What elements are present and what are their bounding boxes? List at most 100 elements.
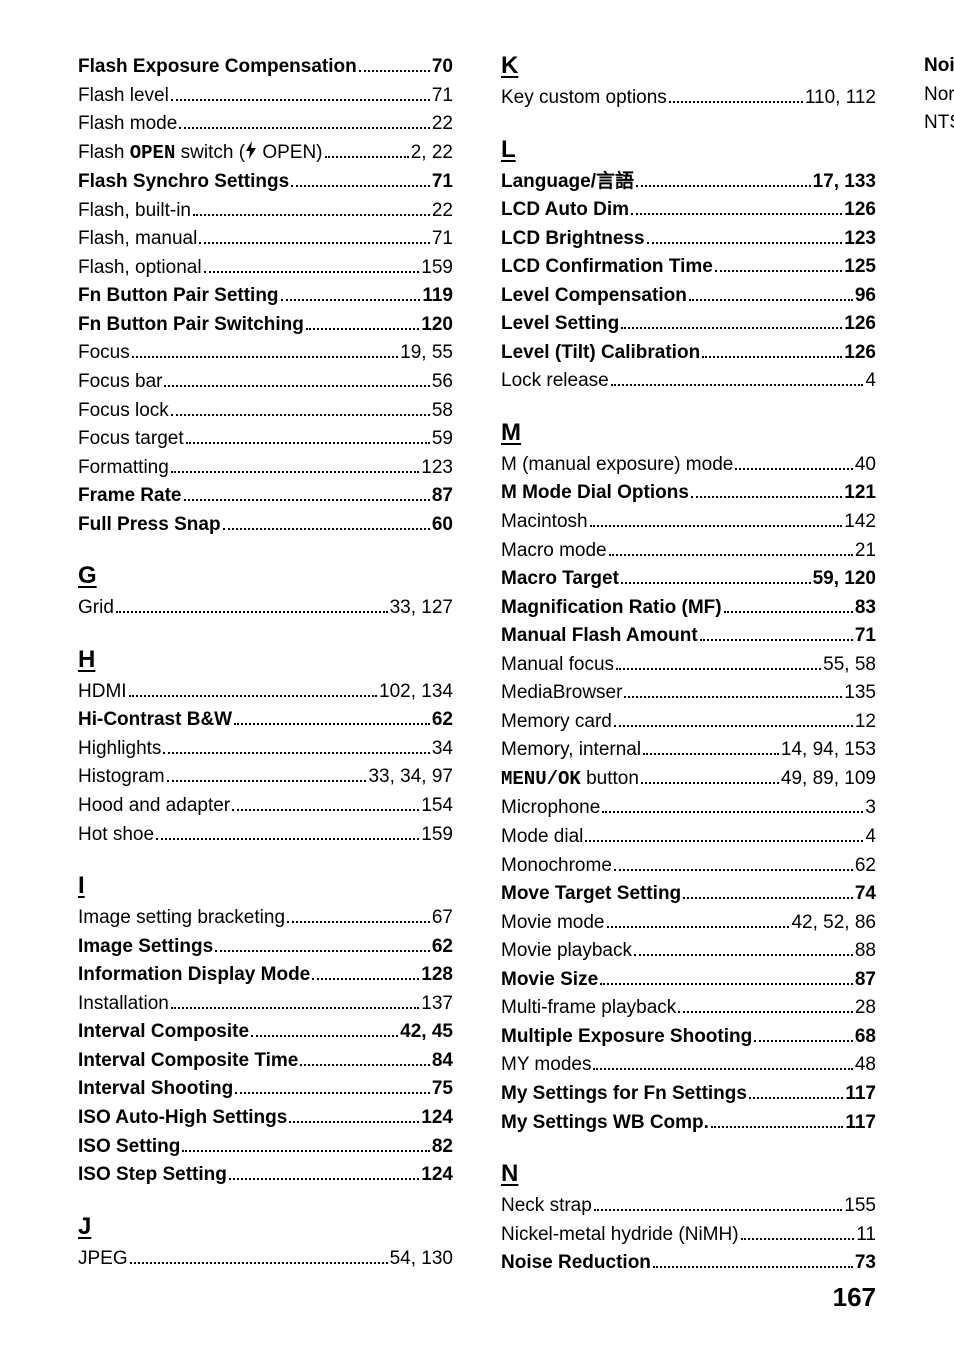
index-pages: 120 [421, 311, 453, 339]
leader-dots [171, 470, 419, 473]
index-pages: 117 [845, 1109, 876, 1137]
index-pages: 54, 130 [390, 1245, 453, 1273]
leader-dots [164, 384, 429, 387]
index-pages: 67 [432, 904, 453, 932]
leader-dots [691, 495, 842, 498]
leader-dots [193, 213, 430, 216]
index-row: Formatting123 [78, 454, 453, 482]
index-pages: 159 [421, 254, 453, 282]
index-row: Manual Flash Amount71 [501, 622, 876, 650]
index-pages: 59 [432, 425, 453, 453]
index-label: Flash level [78, 82, 169, 110]
index-row: Frame Rate87 [78, 482, 453, 510]
index-row: Full Press Snap60 [78, 511, 453, 539]
index-row: Neck strap155 [501, 1192, 876, 1220]
index-label: Noise Reduction [501, 1249, 651, 1277]
index-row: Grid33, 127 [78, 594, 453, 622]
index-pages: 125 [844, 253, 876, 281]
index-row: M Mode Dial Options121 [501, 479, 876, 507]
leader-dots [636, 184, 811, 187]
index-row: MediaBrowser135 [501, 679, 876, 707]
index-label: Focus [78, 339, 130, 367]
index-row: Highlights34 [78, 735, 453, 763]
index-label: Hi-Contrast B&W [78, 706, 232, 734]
index-pages: 33, 127 [390, 594, 453, 622]
leader-dots [359, 69, 430, 72]
index-label: Flash OPEN switch ( OPEN) [78, 139, 323, 168]
leader-dots [607, 925, 790, 928]
index-label: ISO Setting [78, 1133, 180, 1161]
index-page: Flash Exposure Compensation70Flash level… [0, 0, 954, 1345]
leader-dots [163, 751, 429, 754]
section-heading-g: G [78, 562, 453, 590]
index-label: Hood and adapter [78, 792, 230, 820]
index-label: Flash, optional [78, 254, 202, 282]
index-row: Focus target59 [78, 425, 453, 453]
index-row: Flash mode 22 [78, 110, 453, 138]
index-row: Move Target Setting74 [501, 880, 876, 908]
leader-dots [609, 553, 853, 556]
leader-dots [186, 441, 430, 444]
section-heading-m: M [501, 419, 876, 447]
index-label: Multi-frame playback [501, 994, 676, 1022]
index-row: MY modes48 [501, 1051, 876, 1079]
index-row: Multiple Exposure Shooting68 [501, 1023, 876, 1051]
index-row: ISO Auto-High Settings124 [78, 1104, 453, 1132]
index-label: LCD Brightness [501, 225, 645, 253]
leader-dots [251, 1034, 398, 1037]
index-row: Key custom options110, 112 [501, 84, 876, 112]
index-label: Noise Reduction ISO [924, 52, 954, 80]
index-row: Flash, manual71 [78, 225, 453, 253]
index-label: Hot shoe [78, 821, 154, 849]
index-pages: 87 [432, 482, 453, 510]
leader-dots [711, 1125, 843, 1128]
index-row: Flash, optional 159 [78, 254, 453, 282]
index-row: Movie playback88 [501, 937, 876, 965]
index-pages: 96 [855, 282, 876, 310]
index-row: Noise Reduction ISO73 [924, 52, 954, 80]
index-pages: 154 [421, 792, 453, 820]
leader-dots [614, 868, 853, 871]
index-pages: 12 [855, 708, 876, 736]
index-label: MY modes [501, 1051, 591, 1079]
index-row: Information Display Mode128 [78, 961, 453, 989]
index-label: Interval Composite [78, 1018, 249, 1046]
index-pages: 73 [855, 1249, 876, 1277]
index-label: Installation [78, 990, 169, 1018]
leader-dots [621, 581, 811, 584]
index-row: Multi-frame playback28 [501, 994, 876, 1022]
index-row: Image Settings62 [78, 933, 453, 961]
index-label: Focus lock [78, 397, 169, 425]
index-label: Level Compensation [501, 282, 687, 310]
leader-dots [179, 126, 430, 129]
index-label: Interval Composite Time [78, 1047, 298, 1075]
index-label: Manual Flash Amount [501, 622, 698, 650]
index-pages: 88 [855, 937, 876, 965]
index-label: JPEG [78, 1245, 128, 1273]
index-row: Histogram33, 34, 97 [78, 763, 453, 791]
index-row: My Settings for Fn Settings117 [501, 1080, 876, 1108]
index-pages: 22 [432, 110, 453, 138]
index-pages: 40 [855, 451, 876, 479]
index-pages: 62 [432, 933, 453, 961]
index-pages: 55, 58 [823, 651, 876, 679]
index-label: ISO Step Setting [78, 1161, 227, 1189]
index-row: Flash level71 [78, 82, 453, 110]
index-row: ISO Setting82 [78, 1133, 453, 1161]
index-pages: 42, 45 [400, 1018, 453, 1046]
index-row: Monochrome62 [501, 852, 876, 880]
index-label: Image setting bracketing [78, 904, 285, 932]
index-pages: 102, 134 [379, 678, 453, 706]
index-label: NTSC [924, 109, 954, 137]
index-label: Language/言語 [501, 168, 634, 196]
index-pages: 70 [432, 53, 453, 81]
leader-dots [306, 327, 419, 330]
index-row: Mode dial4 [501, 823, 876, 851]
index-label: Flash mode [78, 110, 177, 138]
index-pages: 126 [844, 339, 876, 367]
index-row: Level (Tilt) Calibration126 [501, 339, 876, 367]
leader-dots [749, 1096, 843, 1099]
index-row: Level Compensation 96 [501, 282, 876, 310]
index-pages: 49, 89, 109 [781, 765, 876, 793]
leader-dots [594, 1208, 842, 1211]
